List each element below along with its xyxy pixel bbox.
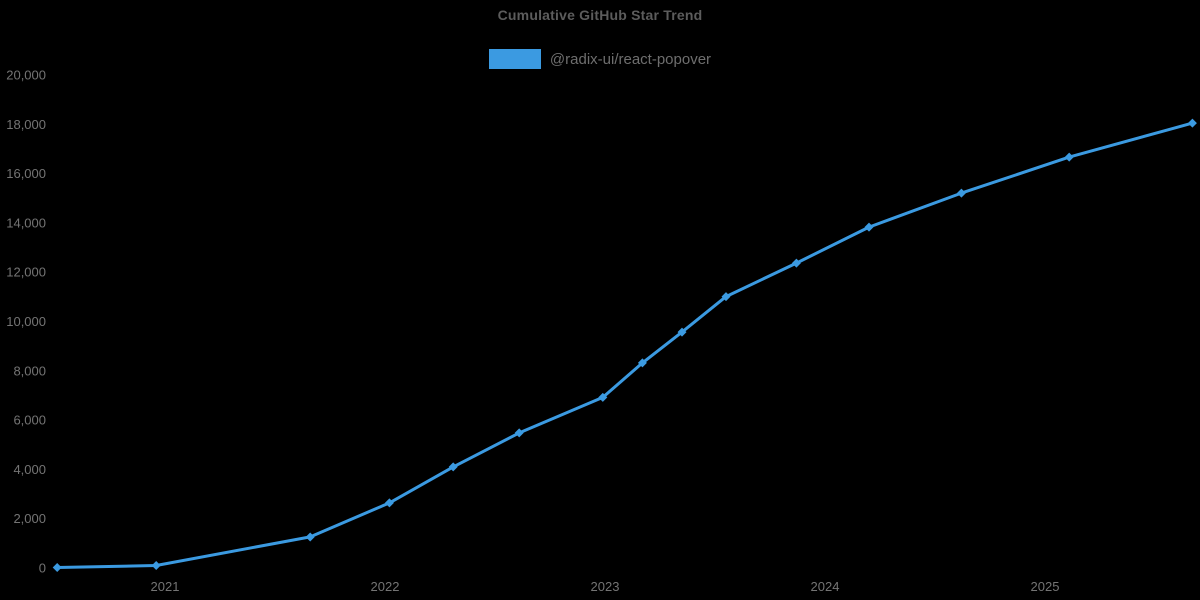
- y-tick-label: 6,000: [13, 413, 46, 428]
- y-tick-label: 10,000: [6, 314, 46, 329]
- y-tick-label: 4,000: [13, 462, 46, 477]
- data-point: [791, 258, 801, 268]
- x-tick-label: 2025: [1031, 579, 1060, 594]
- data-point: [514, 428, 524, 438]
- x-tick-label: 2021: [151, 579, 180, 594]
- y-tick-label: 12,000: [6, 265, 46, 280]
- data-point: [305, 532, 315, 542]
- data-point: [956, 188, 966, 198]
- data-point: [151, 561, 161, 571]
- y-tick-label: 2,000: [13, 511, 46, 526]
- data-point: [598, 392, 608, 402]
- y-tick-label: 8,000: [13, 363, 46, 378]
- data-point: [864, 222, 874, 232]
- legend: @radix-ui/react-popover: [0, 49, 1200, 69]
- data-point: [1064, 152, 1074, 162]
- legend-label: @radix-ui/react-popover: [549, 50, 712, 68]
- x-tick-label: 2024: [811, 579, 840, 594]
- legend-item-react-popover[interactable]: @radix-ui/react-popover: [488, 49, 712, 69]
- chart-title: Cumulative GitHub Star Trend: [497, 7, 703, 23]
- y-tick-label: 16,000: [6, 166, 46, 181]
- data-point: [677, 327, 687, 337]
- data-point: [637, 358, 647, 368]
- data-point: [384, 498, 394, 508]
- y-tick-label: 20,000: [6, 68, 46, 83]
- x-tick-label: 2022: [371, 579, 400, 594]
- legend-swatch: [488, 49, 541, 69]
- trend-line: [55, 121, 1194, 569]
- x-tick-label: 2023: [591, 579, 620, 594]
- y-tick-label: 18,000: [6, 117, 46, 132]
- data-point: [448, 462, 458, 472]
- data-point: [52, 563, 62, 573]
- y-tick-label: 14,000: [6, 215, 46, 230]
- y-tick-label: 0: [39, 561, 46, 576]
- data-point: [1187, 118, 1197, 128]
- data-point: [721, 292, 731, 302]
